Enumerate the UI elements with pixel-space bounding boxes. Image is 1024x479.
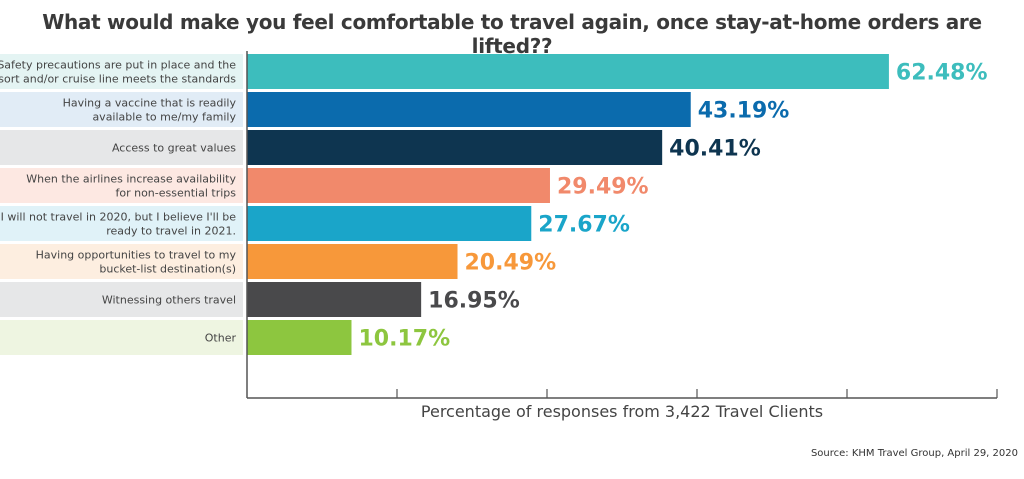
category-label: When the airlines increase availability xyxy=(26,173,236,186)
category-label-band xyxy=(0,282,243,317)
category-label-band xyxy=(0,54,243,89)
category-label-band xyxy=(0,206,243,241)
value-label: 43.19% xyxy=(698,99,790,124)
category-label: Having a vaccine that is readily xyxy=(63,97,237,110)
category-label: available to me/my family xyxy=(92,111,236,124)
value-label: 29.49% xyxy=(557,175,649,200)
value-label: 40.41% xyxy=(669,137,761,162)
value-label: 10.17% xyxy=(358,327,450,352)
value-label: 16.95% xyxy=(428,289,520,314)
chart-title: What would make you feel comfortable to … xyxy=(42,10,982,58)
category-label-band xyxy=(0,92,243,127)
category-label: Other xyxy=(205,332,237,345)
bar xyxy=(247,320,352,355)
x-axis-label: Percentage of responses from 3,422 Trave… xyxy=(420,402,824,421)
source-note: Source: KHM Travel Group, April 29, 2020 xyxy=(810,448,1018,459)
category-label-band xyxy=(0,168,243,203)
category-label-band xyxy=(0,244,243,279)
bar xyxy=(247,168,550,203)
category-label: Safety precautions are put in place and … xyxy=(0,59,236,72)
value-label: 62.48% xyxy=(896,61,988,86)
bar xyxy=(247,92,691,127)
bar xyxy=(247,130,663,165)
bar xyxy=(247,282,422,317)
value-label: 20.49% xyxy=(465,251,557,276)
bar xyxy=(247,244,458,279)
category-label-band xyxy=(0,130,243,165)
category-label: ready to travel in 2021. xyxy=(106,225,236,238)
category-label-band xyxy=(0,320,243,355)
category-label: I will not travel in 2020, but I believe… xyxy=(1,211,237,224)
category-label: for non-essential trips xyxy=(115,187,236,200)
category-label: Having opportunities to travel to my xyxy=(36,249,237,262)
bar xyxy=(247,206,532,241)
category-label: Access to great values xyxy=(112,142,236,155)
category-label: Witnessing others travel xyxy=(102,294,236,307)
value-label: 27.67% xyxy=(538,213,630,238)
category-label: bucket-list destination(s) xyxy=(99,263,236,276)
category-label: resort and/or cruise line meets the stan… xyxy=(0,73,236,86)
bar xyxy=(247,54,889,89)
